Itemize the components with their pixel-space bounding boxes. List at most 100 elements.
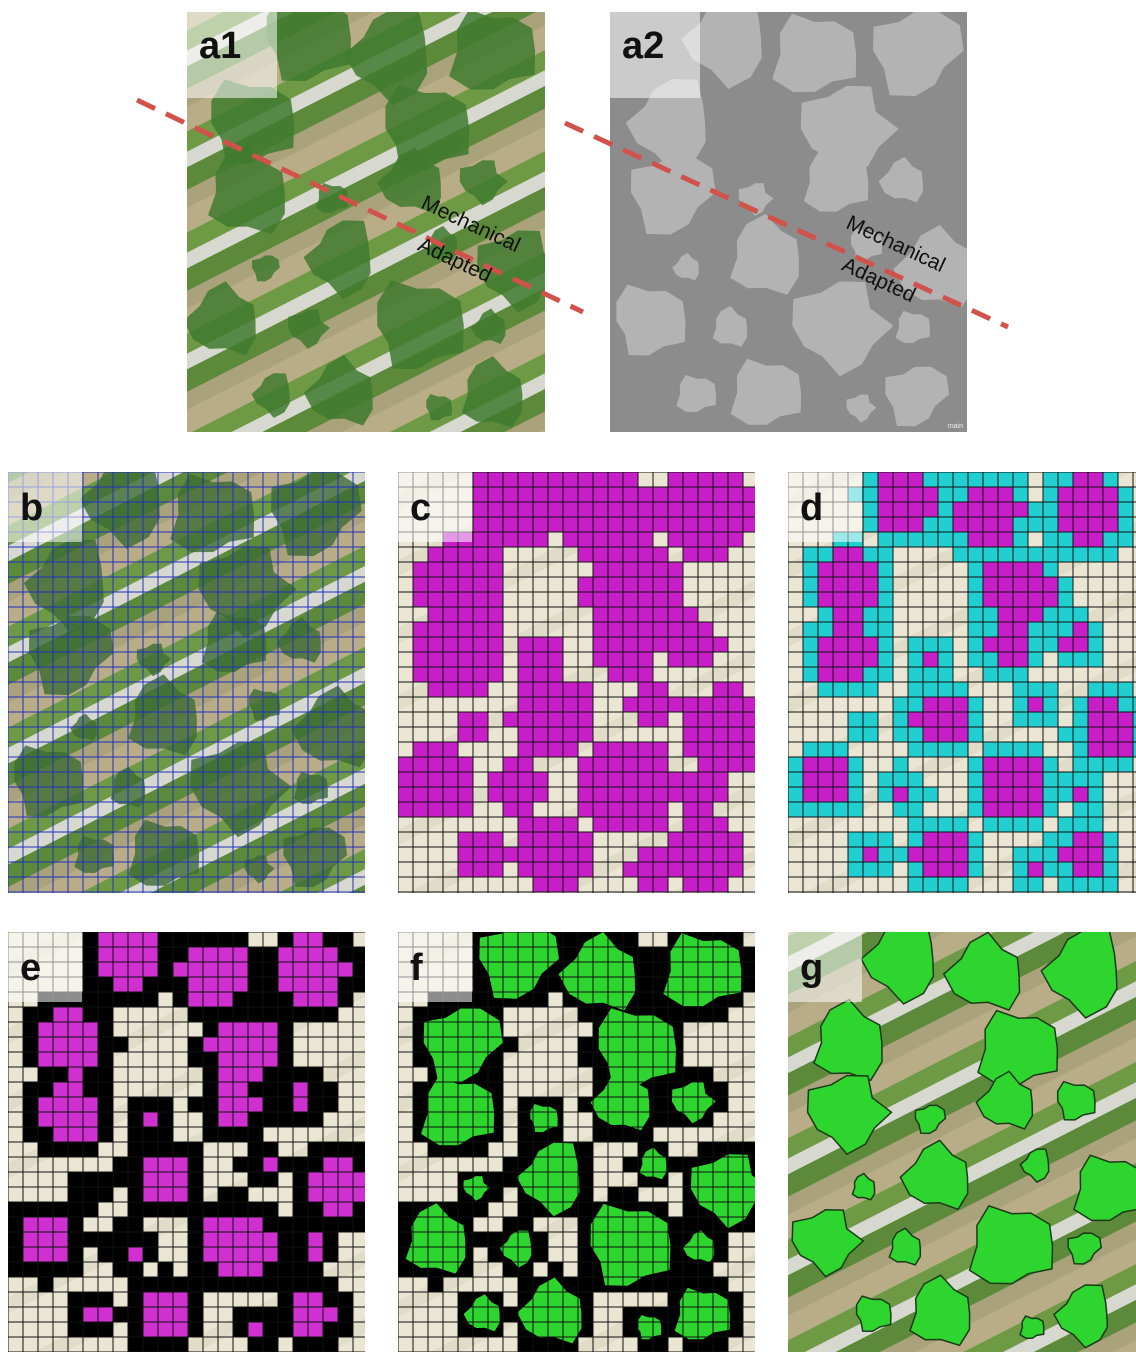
grid-cell: [563, 532, 578, 547]
grid-cell: [308, 1277, 323, 1292]
tree-segment: [914, 1104, 947, 1135]
grid-cell: [1058, 532, 1073, 547]
grid-cell: [683, 802, 698, 817]
grid-cell: [818, 562, 833, 577]
grid-cell: [968, 652, 983, 667]
grid-cell: [983, 592, 998, 607]
grid-cell: [683, 487, 698, 502]
grid-cell: [788, 757, 803, 772]
grid-cell: [998, 517, 1013, 532]
grid-cell: [818, 622, 833, 637]
grid-cell: [338, 992, 353, 1007]
grid-cell: [458, 637, 473, 652]
grid-cell: [608, 472, 623, 487]
grid-cell: [878, 517, 893, 532]
grid-cell: [113, 1037, 128, 1052]
grid-cell: [98, 1187, 113, 1202]
grid-cell: [1058, 607, 1073, 622]
grid-cell: [953, 847, 968, 862]
grid-cell: [413, 622, 428, 637]
grid-cell: [638, 772, 653, 787]
grid-cell: [533, 742, 548, 757]
grid-cell: [503, 787, 518, 802]
grid-cell: [428, 787, 443, 802]
grid-cell: [848, 622, 863, 637]
grid-cell: [1088, 622, 1103, 637]
grid-cell: [53, 1232, 68, 1247]
grid-cell: [248, 1112, 263, 1127]
grid-cell: [1028, 592, 1043, 607]
grid-cell: [143, 1187, 158, 1202]
grid-cell: [923, 517, 938, 532]
grid-cell: [938, 652, 953, 667]
grid-cell: [938, 667, 953, 682]
grid-cell: [1103, 832, 1118, 847]
grid-cell: [548, 962, 563, 977]
grid-cell: [1073, 757, 1088, 772]
grid-cell: [638, 652, 653, 667]
grid-cell: [218, 1007, 233, 1022]
grid-cell: [128, 962, 143, 977]
grid-cell: [923, 742, 938, 757]
grid-cell: [713, 502, 728, 517]
crown-height: [681, 12, 762, 89]
grid-cell: [968, 802, 983, 817]
grid-cell: [308, 1142, 323, 1157]
grid-cell: [518, 1112, 533, 1127]
grid-cell: [548, 637, 563, 652]
grid-cell: [413, 772, 428, 787]
grid-cell: [968, 757, 983, 772]
grid-cell: [698, 652, 713, 667]
grid-cell: [863, 682, 878, 697]
grid-cell: [308, 1082, 323, 1097]
grid-cell: [698, 1067, 713, 1082]
grid-cell: [908, 787, 923, 802]
grid-cell: [803, 622, 818, 637]
grid-cell: [413, 592, 428, 607]
grid-cell: [863, 517, 878, 532]
grid-cell: [38, 1037, 53, 1052]
grid-cell: [593, 532, 608, 547]
grid-cell: [578, 697, 593, 712]
grid-cell: [83, 1307, 98, 1322]
grid-cell: [863, 847, 878, 862]
tree-segment: [590, 1070, 650, 1131]
grid-cell: [1028, 637, 1043, 652]
grid-cell: [683, 1202, 698, 1217]
grid-cell: [173, 962, 188, 977]
grid-cell: [248, 1067, 263, 1082]
grid-cell: [983, 622, 998, 637]
grid-cell: [728, 1292, 743, 1307]
grid-cell: [323, 1322, 338, 1337]
grid-cell: [428, 667, 443, 682]
grid-cell: [848, 772, 863, 787]
grid-cell: [818, 682, 833, 697]
grid-cell: [713, 487, 728, 502]
grid-cell: [998, 487, 1013, 502]
grid-cell: [98, 962, 113, 977]
grid-cell: [623, 1127, 638, 1142]
grid-cell: [578, 592, 593, 607]
grid-cell: [203, 1127, 218, 1142]
grid-cell: [98, 1307, 113, 1322]
grid-cell: [878, 487, 893, 502]
grid-cell: [578, 757, 593, 772]
grid-cell: [728, 502, 743, 517]
grid-cell: [578, 1292, 593, 1307]
grid-cell: [488, 832, 503, 847]
grid-cell: [1088, 802, 1103, 817]
grid-cell: [428, 742, 443, 757]
grid-cell: [728, 487, 743, 502]
grid-cell: [938, 712, 953, 727]
grid-cell: [653, 1337, 668, 1352]
grid-cell: [863, 577, 878, 592]
grid-cell: [863, 592, 878, 607]
grid-cell: [518, 487, 533, 502]
grid-cell: [1088, 712, 1103, 727]
grid-cell: [683, 547, 698, 562]
grid-cell: [158, 932, 173, 947]
grid-cell: [1088, 832, 1103, 847]
grid-cell: [263, 1307, 278, 1322]
grid-cell: [878, 847, 893, 862]
